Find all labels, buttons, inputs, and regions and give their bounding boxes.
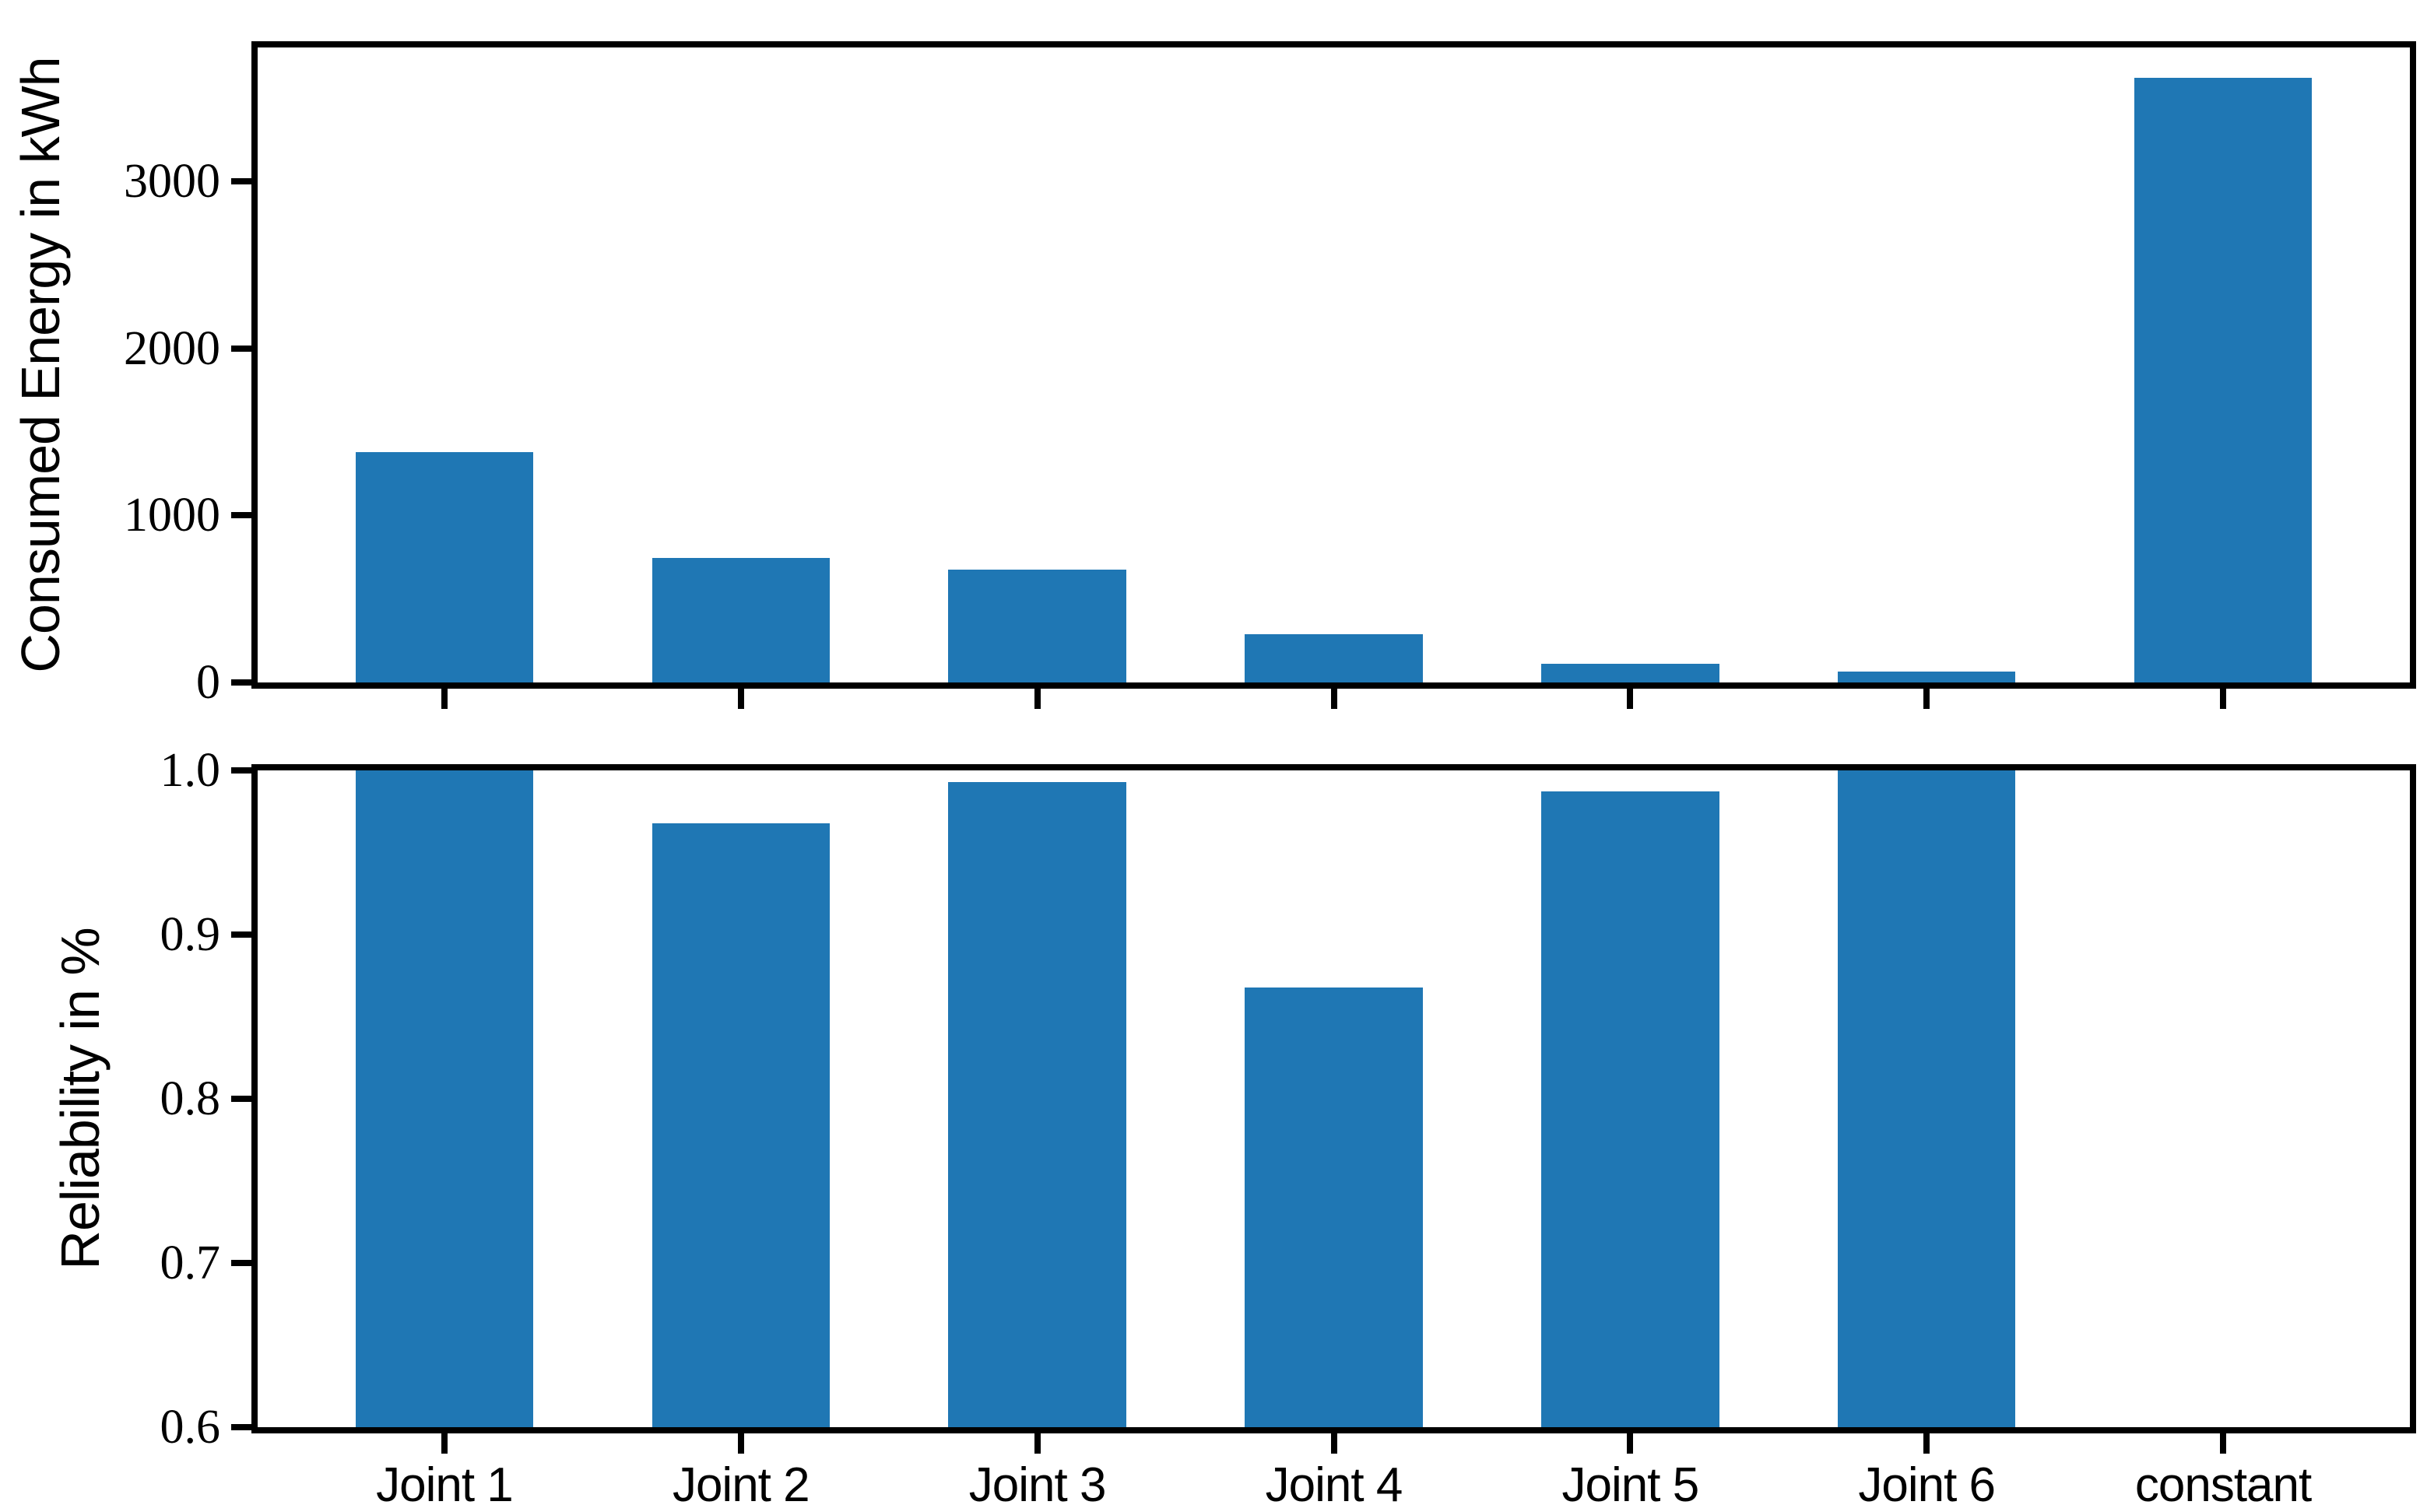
bar-joint-3-reliability [948,781,1126,1427]
bar-joint-4-reliability [1245,987,1423,1427]
y-tick-label-0-6-reliability: 0.6 [160,1401,221,1454]
bar-joint-6-consumed-energy [1837,672,2016,682]
bar-joint-6-reliability [1837,770,2016,1427]
bar-constant-consumed-energy [2134,77,2313,682]
x-tick-joint-6-consumed-energy [1923,689,1930,709]
y-tick-2000-consumed-energy [231,345,251,352]
bar-joint-1-reliability [355,770,534,1427]
y-tick-0-7-reliability [231,1260,251,1266]
x-tick-joint-1-reliability [441,1433,448,1454]
x-tick-joint-4-consumed-energy [1330,689,1337,709]
bar-joint-3-consumed-energy [948,570,1126,682]
energy-y-axis-label-text: Consumed Energy in kWh [10,57,71,673]
x-tick-label-constant: constant [2134,1458,2312,1512]
y-tick-label-1000-consumed-energy: 1000 [124,489,220,542]
bar-joint-2-consumed-energy [652,558,831,682]
x-tick-label-joint-5: Joint 5 [1561,1458,1700,1512]
x-tick-joint-1-consumed-energy [441,689,448,709]
x-tick-label-joint-1: Joint 1 [376,1458,514,1512]
x-tick-joint-3-reliability [1034,1433,1041,1454]
x-tick-joint-5-reliability [1627,1433,1634,1454]
energy-plot-area: 0 1000 2000 3000 [124,41,2416,709]
x-tick-label-joint-3: Joint 3 [968,1458,1107,1512]
y-tick-label-0-9-reliability: 0.9 [160,908,221,961]
x-tick-constant-reliability [2220,1433,2227,1454]
x-tick-label-joint-6: Joint 6 [1858,1458,1996,1512]
y-tick-3000-consumed-energy [231,177,251,184]
x-tick-joint-6-reliability [1923,1433,1930,1454]
bar-joint-4-consumed-energy [1245,633,1423,682]
x-tick-joint-4-reliability [1330,1433,1337,1454]
reliability-plot-area: Joint 1 Joint 2 Joint 3 Joint 4 Joint 5 Joint… [160,746,2416,1510]
bar-joint-1-consumed-energy [355,451,534,682]
bar-joint-5-reliability [1541,791,1719,1427]
y-tick-0-consumed-energy [231,679,251,686]
y-tick-label-0-consumed-energy: 0 [196,656,220,709]
bar-joint-2-reliability [652,823,831,1427]
x-tick-joint-2-consumed-energy [737,689,744,709]
x-tick-constant-consumed-energy [2220,689,2227,709]
y-tick-label-0-7-reliability: 0.7 [160,1237,221,1289]
y-tick-label-1-0-reliability: 1.0 [160,744,221,797]
y-tick-1000-consumed-energy [231,512,251,519]
x-tick-joint-5-consumed-energy [1627,689,1634,709]
y-tick-label-2000-consumed-energy: 2000 [124,321,220,375]
bar-joint-5-consumed-energy [1541,664,1719,682]
y-tick-0-9-reliability [231,931,251,938]
y-tick-0-8-reliability [231,1096,251,1102]
y-tick-1-0-reliability [231,767,251,774]
x-tick-label-joint-4: Joint 4 [1265,1458,1403,1512]
y-tick-0-6-reliability [231,1424,251,1430]
x-tick-joint-2-reliability [737,1433,744,1454]
x-tick-label-joint-2: Joint 2 [672,1458,810,1512]
y-tick-label-0-8-reliability: 0.8 [160,1072,221,1125]
reliability-y-axis-label-text: Reliability in % [50,928,111,1270]
y-tick-label-3000-consumed-energy: 3000 [124,154,220,208]
x-tick-joint-3-consumed-energy [1034,689,1041,709]
